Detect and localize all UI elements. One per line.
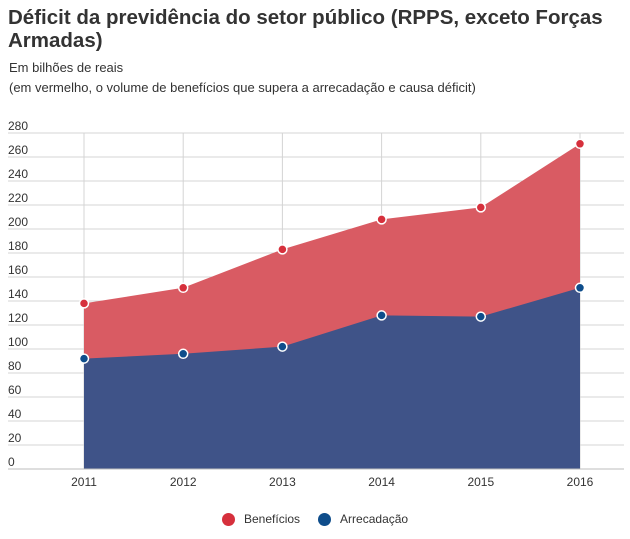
y-tick-label: 160: [8, 263, 28, 277]
point-arrecadacao: [177, 348, 189, 360]
chart-legend: Benefícios Arrecadação: [222, 512, 426, 526]
x-tick-label: 2011: [71, 475, 97, 489]
chart-subtitle: Em bilhões de reais: [9, 60, 124, 75]
y-tick-label: 240: [8, 167, 28, 181]
y-tick-label: 120: [8, 311, 28, 325]
point-beneficios: [277, 244, 288, 255]
y-tick-label: 80: [8, 359, 22, 373]
chart-note: (em vermelho, o volume de benefícios que…: [9, 80, 476, 95]
point-arrecadacao: [376, 310, 387, 321]
point-beneficios: [574, 138, 586, 150]
x-tick-label: 2014: [368, 475, 395, 489]
legend-label-beneficios: Benefícios: [244, 512, 301, 526]
y-tick-label: 220: [8, 191, 28, 205]
legend-marker-arrecadacao: [318, 512, 332, 526]
y-tick-label: 140: [8, 287, 28, 301]
y-tick-label: 180: [8, 239, 28, 253]
x-tick-label: 2013: [269, 475, 296, 489]
y-tick-label: 20: [8, 431, 22, 445]
y-tick-label: 40: [8, 407, 22, 421]
y-tick-label: 200: [8, 215, 28, 229]
point-arrecadacao: [574, 282, 586, 294]
legend-marker-beneficios: [222, 512, 235, 526]
area-arrecadacao: [84, 287, 580, 469]
y-tick-label: 60: [8, 383, 22, 397]
x-tick-label: 2016: [567, 475, 594, 489]
y-tick-label: 100: [8, 335, 28, 349]
point-beneficios: [475, 202, 487, 213]
area-chart: 0 20 40 60 80 100 120 140 160 180 200 220 240 260 280 2…: [8, 119, 624, 489]
y-tick-label: 0: [8, 455, 15, 469]
point-arrecadacao: [475, 311, 487, 322]
point-arrecadacao: [78, 353, 90, 364]
chart-title: Déficit da previdência do setor público …: [8, 6, 603, 52]
x-tick-label: 2015: [467, 475, 494, 489]
legend-label-arrecadacao: Arrecadação: [340, 512, 409, 526]
point-beneficios: [78, 298, 90, 309]
point-arrecadacao: [277, 341, 288, 352]
x-tick-label: 2012: [170, 475, 197, 489]
y-tick-label: 260: [8, 143, 28, 157]
point-beneficios: [376, 214, 387, 225]
y-tick-label: 280: [8, 119, 28, 133]
point-beneficios: [177, 282, 189, 294]
legend-item-arrecadacao[interactable]: Arrecadação: [318, 512, 408, 526]
legend-item-beneficios[interactable]: Benefícios: [222, 512, 300, 526]
